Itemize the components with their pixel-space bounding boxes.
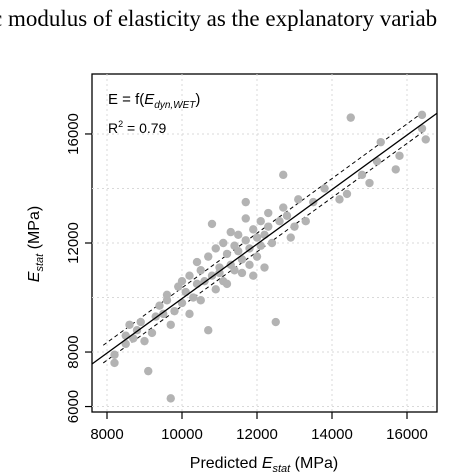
- data-point-56: [249, 225, 258, 234]
- data-point-12: [155, 301, 164, 310]
- formula-annotation: E = f(Edyn,WET): [108, 91, 200, 111]
- data-point-4: [125, 320, 134, 329]
- data-point-57: [249, 271, 258, 280]
- data-point-64: [264, 222, 273, 231]
- data-point-66: [267, 238, 277, 248]
- x-tick-label-4: 16000: [386, 426, 428, 443]
- data-point-70: [279, 170, 288, 180]
- y-tick-label-3: 16000: [65, 113, 82, 155]
- data-point-73: [290, 222, 299, 231]
- data-point-63: [260, 263, 269, 272]
- x-tick-label-3: 14000: [311, 426, 353, 443]
- data-point-86: [395, 151, 404, 160]
- data-point-38: [215, 268, 224, 278]
- x-tick-label-2: 12000: [236, 426, 278, 443]
- data-point-79: [342, 189, 352, 199]
- data-point-85: [391, 165, 400, 174]
- x-axis-ticks: 8000 10000 12000 14000 16000: [90, 412, 428, 443]
- data-point-48: [234, 246, 243, 256]
- data-point-25: [189, 293, 198, 302]
- data-point-33: [207, 219, 217, 229]
- x-axis-label: Predicted Estat (MPa): [190, 455, 338, 475]
- data-point-67: [271, 317, 280, 327]
- data-point-1: [110, 350, 119, 359]
- data-point-50: [237, 268, 247, 278]
- data-point-29: [196, 296, 205, 305]
- data-point-46: [230, 266, 239, 275]
- caption-fragment: c modulus of elasticity as the explanato…: [0, 6, 437, 31]
- data-point-28: [196, 266, 205, 275]
- data-point-9: [144, 366, 153, 376]
- data-point-68: [275, 216, 284, 226]
- fit-line: [91, 112, 438, 365]
- y-tick-label-0: 6000: [65, 390, 82, 423]
- data-point-31: [204, 252, 213, 261]
- data-point-16: [166, 320, 175, 329]
- data-point-60: [256, 216, 265, 226]
- data-point-44: [226, 227, 235, 237]
- data-point-65: [264, 208, 273, 218]
- data-point-69: [279, 203, 288, 212]
- fit-line-group: [91, 112, 438, 365]
- data-point-80: [346, 113, 355, 122]
- data-point-75: [301, 216, 310, 226]
- data-point-36: [211, 244, 220, 253]
- grid-lines: [92, 74, 437, 412]
- data-point-35: [211, 285, 220, 294]
- data-point-47: [234, 230, 243, 240]
- data-point-24: [185, 309, 194, 319]
- data-point-7: [136, 317, 145, 327]
- data-point-81: [357, 170, 367, 180]
- data-point-77: [320, 184, 329, 193]
- data-point-8: [140, 336, 149, 346]
- data-point-40: [219, 238, 228, 248]
- y-axis-label: Estat (MPa): [26, 206, 46, 282]
- data-point-59: [252, 252, 262, 261]
- data-point-15: [162, 296, 172, 305]
- data-point-84: [376, 137, 385, 147]
- data-point-53: [241, 197, 250, 207]
- data-point-51: [241, 214, 250, 223]
- y-axis-ticks: 6000 8000 12000 16000: [65, 113, 92, 423]
- r-squared-annotation: R2 = 0.79: [108, 119, 167, 136]
- data-point-18: [170, 306, 179, 316]
- data-point-72: [286, 233, 295, 242]
- data-point-10: [147, 328, 157, 338]
- data-point-22: [181, 287, 190, 297]
- data-point-87: [417, 110, 427, 120]
- data-point-20: [177, 276, 187, 286]
- data-point-41: [222, 249, 232, 259]
- data-point-82: [365, 178, 374, 188]
- y-tick-label-2: 12000: [65, 222, 82, 264]
- data-point-78: [335, 195, 344, 204]
- data-point-23: [185, 271, 194, 280]
- data-point-0: [110, 358, 119, 368]
- data-point-55: [245, 260, 254, 270]
- data-point-42: [222, 279, 232, 289]
- x-tick-label-0: 8000: [90, 426, 123, 443]
- x-tick-label-1: 10000: [161, 426, 203, 443]
- data-point-13: [159, 309, 168, 319]
- data-point-89: [421, 135, 430, 144]
- y-tick-label-1: 8000: [65, 335, 82, 368]
- data-point-26: [192, 257, 202, 267]
- data-point-62: [260, 230, 269, 240]
- data-point-58: [252, 233, 262, 242]
- data-point-71: [282, 211, 292, 220]
- plot-frame: [91, 73, 438, 413]
- data-point-32: [204, 326, 213, 335]
- data-point-52: [241, 236, 250, 245]
- data-point-17: [166, 394, 175, 403]
- data-point-27: [192, 279, 202, 289]
- data-point-74: [294, 195, 303, 204]
- data-point-3: [121, 331, 130, 340]
